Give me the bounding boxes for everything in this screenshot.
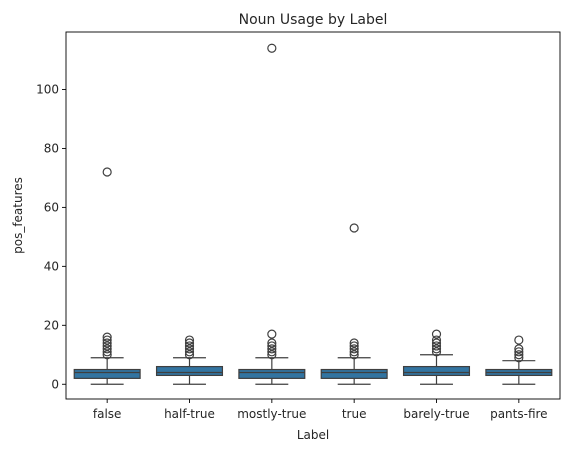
y-tick-label: 20 bbox=[44, 318, 59, 332]
box-barely-true bbox=[402, 329, 471, 385]
outlier-point bbox=[431, 341, 442, 351]
outlier-point bbox=[349, 341, 359, 351]
outlier-point bbox=[267, 350, 277, 360]
x-tick-label: barely-true bbox=[403, 407, 469, 421]
box-half-true bbox=[155, 335, 224, 385]
outlier-point bbox=[184, 347, 195, 357]
box-false bbox=[73, 167, 141, 385]
outlier-point bbox=[184, 350, 195, 360]
box-body bbox=[238, 368, 306, 379]
outlier-point bbox=[431, 335, 442, 345]
x-axis: false half-true mostly-true true barely-true… bbox=[93, 399, 548, 421]
outlier-point bbox=[102, 344, 112, 354]
plot-frame bbox=[65, 31, 561, 400]
x-tick-label: true bbox=[342, 407, 367, 421]
y-tick-label: 80 bbox=[44, 141, 59, 155]
outlier-point bbox=[267, 43, 277, 53]
outlier-point bbox=[514, 350, 524, 360]
y-axis-label: pos_features bbox=[11, 177, 25, 254]
box-body bbox=[320, 368, 388, 379]
outlier-point bbox=[431, 329, 442, 339]
outlier-point bbox=[184, 344, 195, 354]
outlier-point bbox=[267, 341, 277, 351]
y-tick-label: 40 bbox=[44, 259, 59, 273]
outlier-point bbox=[267, 344, 277, 354]
x-axis-label: Label bbox=[297, 428, 329, 442]
outlier-point bbox=[349, 347, 359, 357]
outlier-point bbox=[102, 350, 112, 360]
outlier-point bbox=[102, 167, 112, 177]
outlier-point bbox=[102, 347, 112, 357]
box-true bbox=[320, 223, 388, 385]
outlier-point bbox=[184, 338, 195, 348]
outlier-point bbox=[349, 223, 359, 233]
outlier-point bbox=[184, 341, 195, 351]
x-tick-label: pants-fire bbox=[490, 407, 547, 421]
y-tick-label: 100 bbox=[36, 82, 59, 96]
outlier-point bbox=[102, 341, 112, 351]
y-tick-label: 0 bbox=[51, 377, 59, 391]
box-body bbox=[402, 365, 471, 377]
y-tick-label: 60 bbox=[44, 200, 59, 214]
box-body bbox=[155, 365, 224, 377]
outlier-point bbox=[102, 338, 112, 348]
outlier-point bbox=[514, 353, 524, 363]
outlier-point bbox=[349, 338, 359, 348]
x-tick-label: false bbox=[93, 407, 122, 421]
x-tick-label: mostly-true bbox=[237, 407, 306, 421]
box-mostly-true bbox=[238, 43, 306, 385]
box-body bbox=[73, 368, 141, 379]
plot-area bbox=[73, 43, 553, 385]
outlier-point bbox=[349, 350, 359, 360]
x-tick-label: half-true bbox=[164, 407, 215, 421]
outlier-point bbox=[514, 335, 524, 345]
outlier-point bbox=[514, 344, 524, 354]
outlier-point bbox=[102, 332, 112, 342]
outlier-point bbox=[102, 335, 112, 345]
y-axis: 0 20 40 60 80 100 bbox=[36, 82, 66, 391]
outlier-point bbox=[267, 347, 277, 357]
chart-title: Noun Usage by Label bbox=[239, 12, 388, 28]
outlier-point bbox=[431, 344, 442, 354]
box-pants-fire bbox=[485, 335, 553, 385]
outlier-point bbox=[267, 338, 277, 348]
outlier-point bbox=[431, 347, 442, 357]
outlier-point bbox=[514, 347, 524, 357]
outlier-point bbox=[184, 335, 195, 345]
outlier-point bbox=[267, 329, 277, 339]
outlier-point bbox=[349, 344, 359, 354]
outlier-point bbox=[431, 338, 442, 348]
